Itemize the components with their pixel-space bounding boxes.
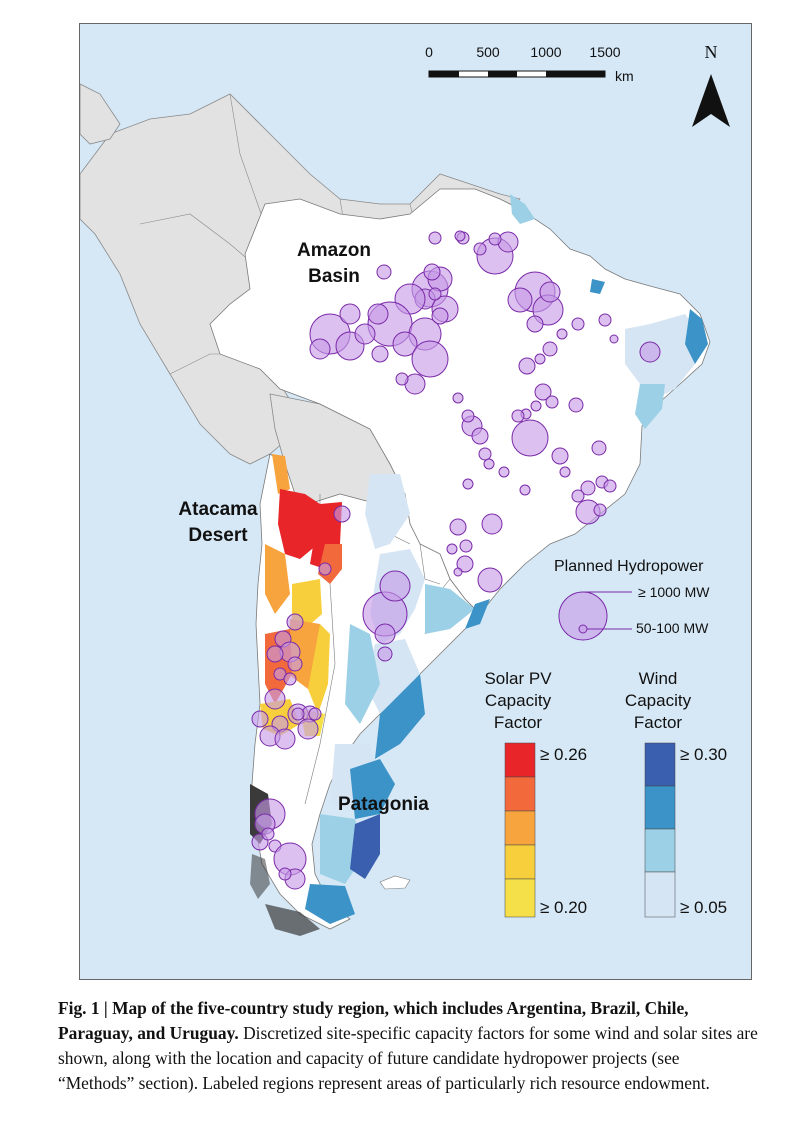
solar-legend-title-3: Factor <box>494 713 543 732</box>
scale-bar: 0 500 1000 1500 km <box>425 44 634 84</box>
hydro-legend-title: Planned Hydropower <box>554 558 704 575</box>
falkland-islands <box>379 875 411 890</box>
solar-legend-swatch <box>504 878 536 918</box>
solar-legend-title-2: Capacity <box>485 691 552 710</box>
scale-tick-500: 500 <box>476 44 500 60</box>
hydro-legend-small: 50-100 MW <box>636 620 709 636</box>
scale-tick-1000: 1000 <box>530 44 561 60</box>
wind-legend-title-1: Wind <box>639 669 678 688</box>
wind-legend-swatch <box>644 828 676 873</box>
scale-tick-0: 0 <box>425 44 433 60</box>
solar-legend: Solar PV Capacity Factor ≥ 0.26 ≥ 0.20 <box>484 669 587 918</box>
scale-unit: km <box>615 68 634 84</box>
solar-legend-swatch <box>504 810 536 846</box>
wind-capacity-cells <box>305 194 708 924</box>
wind-legend-swatch <box>644 871 676 918</box>
amazon-basin-label: Amazon <box>297 240 371 261</box>
amazon-basin-label-line2: Basin <box>308 266 360 287</box>
wind-legend: Wind Capacity Factor ≥ 0.30 ≥ 0.05 <box>625 669 727 918</box>
hydro-legend-large: ≥ 1000 MW <box>638 584 710 600</box>
wind-legend-title-3: Factor <box>634 713 683 732</box>
central-america <box>80 83 121 145</box>
wind-legend-max: ≥ 0.30 <box>680 745 727 764</box>
hydropower-legend: Planned Hydropower ≥ 1000 MW 50-100 MW <box>554 558 710 641</box>
patagonia-label: Patagonia <box>338 794 429 815</box>
caption-text: Discretized site-specific capacity facto… <box>58 1023 758 1093</box>
solar-legend-max: ≥ 0.26 <box>540 745 587 764</box>
solar-legend-swatch <box>504 776 536 812</box>
solar-legend-swatch <box>504 844 536 880</box>
study-region-map: Amazon Basin Atacama Desert Patagonia 0 … <box>79 23 752 980</box>
wind-legend-min: ≥ 0.05 <box>680 898 727 917</box>
hydropower-projects <box>251 230 661 890</box>
wind-legend-title-2: Capacity <box>625 691 692 710</box>
solar-legend-min: ≥ 0.20 <box>540 898 587 917</box>
scale-tick-1500: 1500 <box>589 44 620 60</box>
solar-legend-swatch <box>504 742 536 778</box>
wind-legend-swatch <box>644 785 676 830</box>
atacama-desert-label-line2: Desert <box>188 525 248 546</box>
north-label: N <box>705 42 718 62</box>
north-arrow-icon: N <box>692 42 730 127</box>
solar-legend-title-1: Solar PV <box>484 669 552 688</box>
atacama-desert-label: Atacama <box>178 499 258 520</box>
wind-legend-swatch <box>644 742 676 787</box>
figure-caption: Fig. 1 | Map of the five-country study r… <box>58 996 758 1096</box>
caption-bold: Fig. 1 | Map of the five-country study r… <box>58 998 689 1043</box>
